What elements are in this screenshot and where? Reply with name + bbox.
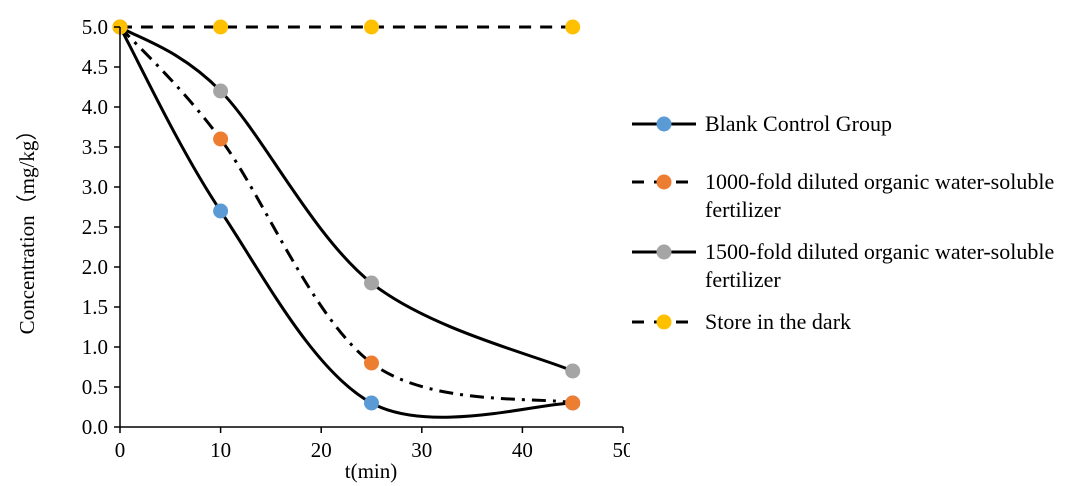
legend-item-1500-fold: 1500-fold diluted organic water-soluble …	[630, 238, 1080, 294]
legend-label: 1500-fold diluted organic water-soluble …	[705, 239, 1055, 292]
y-tick-label: 2.0	[82, 255, 108, 279]
data-point-series-1	[364, 355, 379, 371]
data-point-series-1	[213, 131, 229, 147]
series-line-1	[118, 25, 573, 405]
y-tick-label: 0.0	[82, 415, 108, 439]
y-tick-label: 2.5	[82, 215, 108, 239]
x-tick-label: 50	[613, 438, 631, 462]
legend-label: 1000-fold diluted organic water-soluble …	[705, 169, 1055, 222]
x-tick-label: 20	[311, 438, 332, 462]
y-tick-label: 0.5	[82, 375, 108, 399]
series-markers	[112, 19, 581, 411]
legend-swatch	[632, 174, 696, 190]
y-tick-label: 3.5	[82, 135, 108, 159]
legend: Blank Control Group 1000-fold diluted or…	[630, 110, 1080, 350]
legend-swatch	[632, 116, 696, 132]
legend-label: Store in the dark	[705, 309, 852, 334]
y-tick-label: 4.5	[82, 55, 108, 79]
series-lines	[118, 25, 574, 419]
y-axis-ticks: 0.0 0.5 1.0 1.5 2.0 2.5 3.0 3.5 4.0 4.5 5.0	[82, 15, 120, 439]
series-line-2	[119, 25, 574, 373]
data-point-series-2	[213, 83, 229, 99]
x-axis-title: t(min)	[345, 459, 398, 483]
legend-item-store-dark: Store in the dark	[630, 308, 1080, 336]
data-point-series-0	[364, 395, 379, 411]
x-tick-label: 30	[411, 438, 432, 462]
data-point-series-3	[364, 19, 379, 35]
line-chart: 0.0 0.5 1.0 1.5 2.0 2.5 3.0 3.5 4.0 4.5 5.0 0 10 20 3…	[15, 15, 630, 483]
y-tick-label: 1.5	[82, 295, 108, 319]
legend-item-blank-control: Blank Control Group	[630, 110, 1080, 138]
legend-item-1000-fold: 1000-fold diluted organic water-soluble …	[630, 168, 1080, 224]
y-tick-label: 5.0	[82, 15, 108, 39]
x-tick-label: 10	[210, 438, 231, 462]
y-axis-title: Concentration（mg/kg）	[15, 120, 39, 335]
data-point-series-1	[565, 395, 581, 411]
y-tick-label: 4.0	[82, 95, 108, 119]
data-point-series-3	[213, 19, 229, 35]
series-line-0	[118, 26, 573, 419]
x-axis-ticks: 0 10 20 30 40 50	[115, 427, 630, 462]
data-point-series-2	[364, 275, 379, 291]
y-tick-label: 3.0	[82, 175, 108, 199]
legend-swatch	[632, 314, 696, 330]
data-point-series-3	[565, 19, 581, 35]
x-tick-label: 0	[115, 438, 126, 462]
legend-label: Blank Control Group	[705, 111, 892, 136]
x-tick-label: 40	[512, 438, 533, 462]
y-tick-label: 1.0	[82, 335, 108, 359]
data-point-series-0	[213, 203, 229, 219]
data-point-series-2	[565, 363, 581, 379]
legend-swatch	[632, 244, 696, 260]
